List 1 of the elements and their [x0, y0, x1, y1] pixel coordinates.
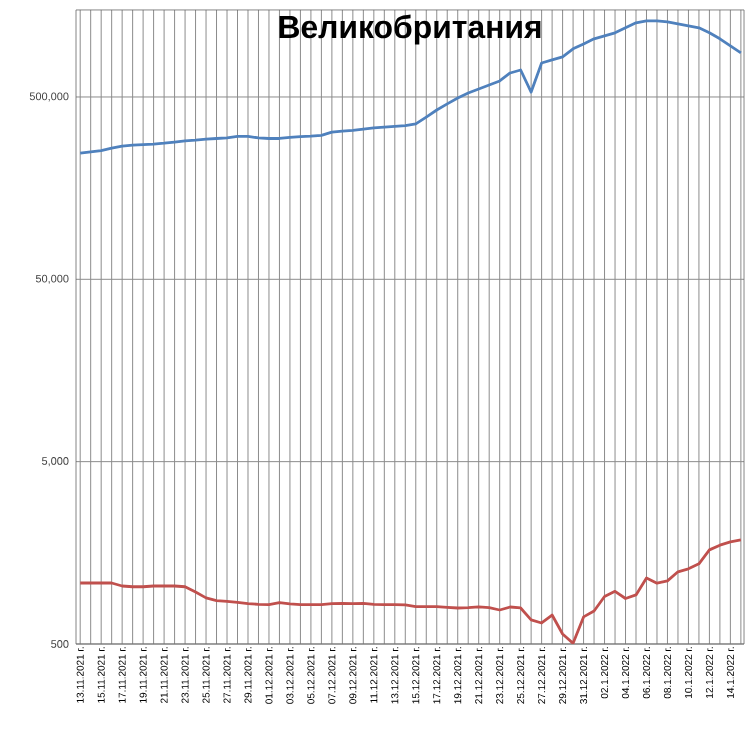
chart-title: Великобритания — [279, 14, 541, 45]
